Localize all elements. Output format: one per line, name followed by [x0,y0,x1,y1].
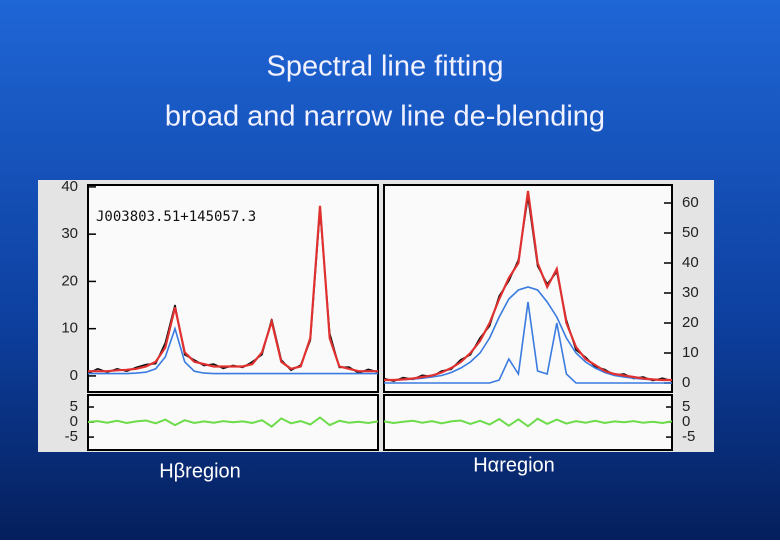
y-tick-label: 40 [682,254,699,271]
y-tick-label: 10 [61,320,78,337]
object-label: J003803.51+145057.3 [96,209,256,225]
spectrum-line [384,190,672,382]
plot-area [383,184,673,393]
y-tick-label: 60 [682,194,699,211]
y-tick-label: 20 [61,272,78,289]
y-tick-label: 0 [70,367,78,384]
residual-line [87,416,379,428]
y-tick-label: -5 [65,428,78,445]
caption: Hβregion [159,460,241,482]
y-tick-label: 50 [682,224,699,241]
y-tick-label: 30 [61,225,78,242]
residual-line [383,417,673,428]
spectrum-line [88,326,378,375]
caption: Hαregion [473,454,555,476]
y-tick-label: 0 [70,413,78,430]
title-line: Spectral line fitting [267,51,504,83]
y-tick-label: 10 [682,344,699,361]
y-tick-label: 5 [70,398,78,415]
title-line: broad and narrow line de-blending [165,101,605,133]
y-tick-label: 40 [61,178,78,195]
y-tick-label: 0 [682,413,690,430]
y-tick-label: 20 [682,314,699,331]
y-tick-label: 5 [682,398,690,415]
plot-area [87,184,379,393]
spectrum-line [88,205,378,373]
spectrum-line [384,286,672,381]
spectrum-line [384,301,672,384]
y-tick-label: -5 [682,428,695,445]
y-tick-label: 30 [682,284,699,301]
y-tick-label: 0 [682,374,690,391]
